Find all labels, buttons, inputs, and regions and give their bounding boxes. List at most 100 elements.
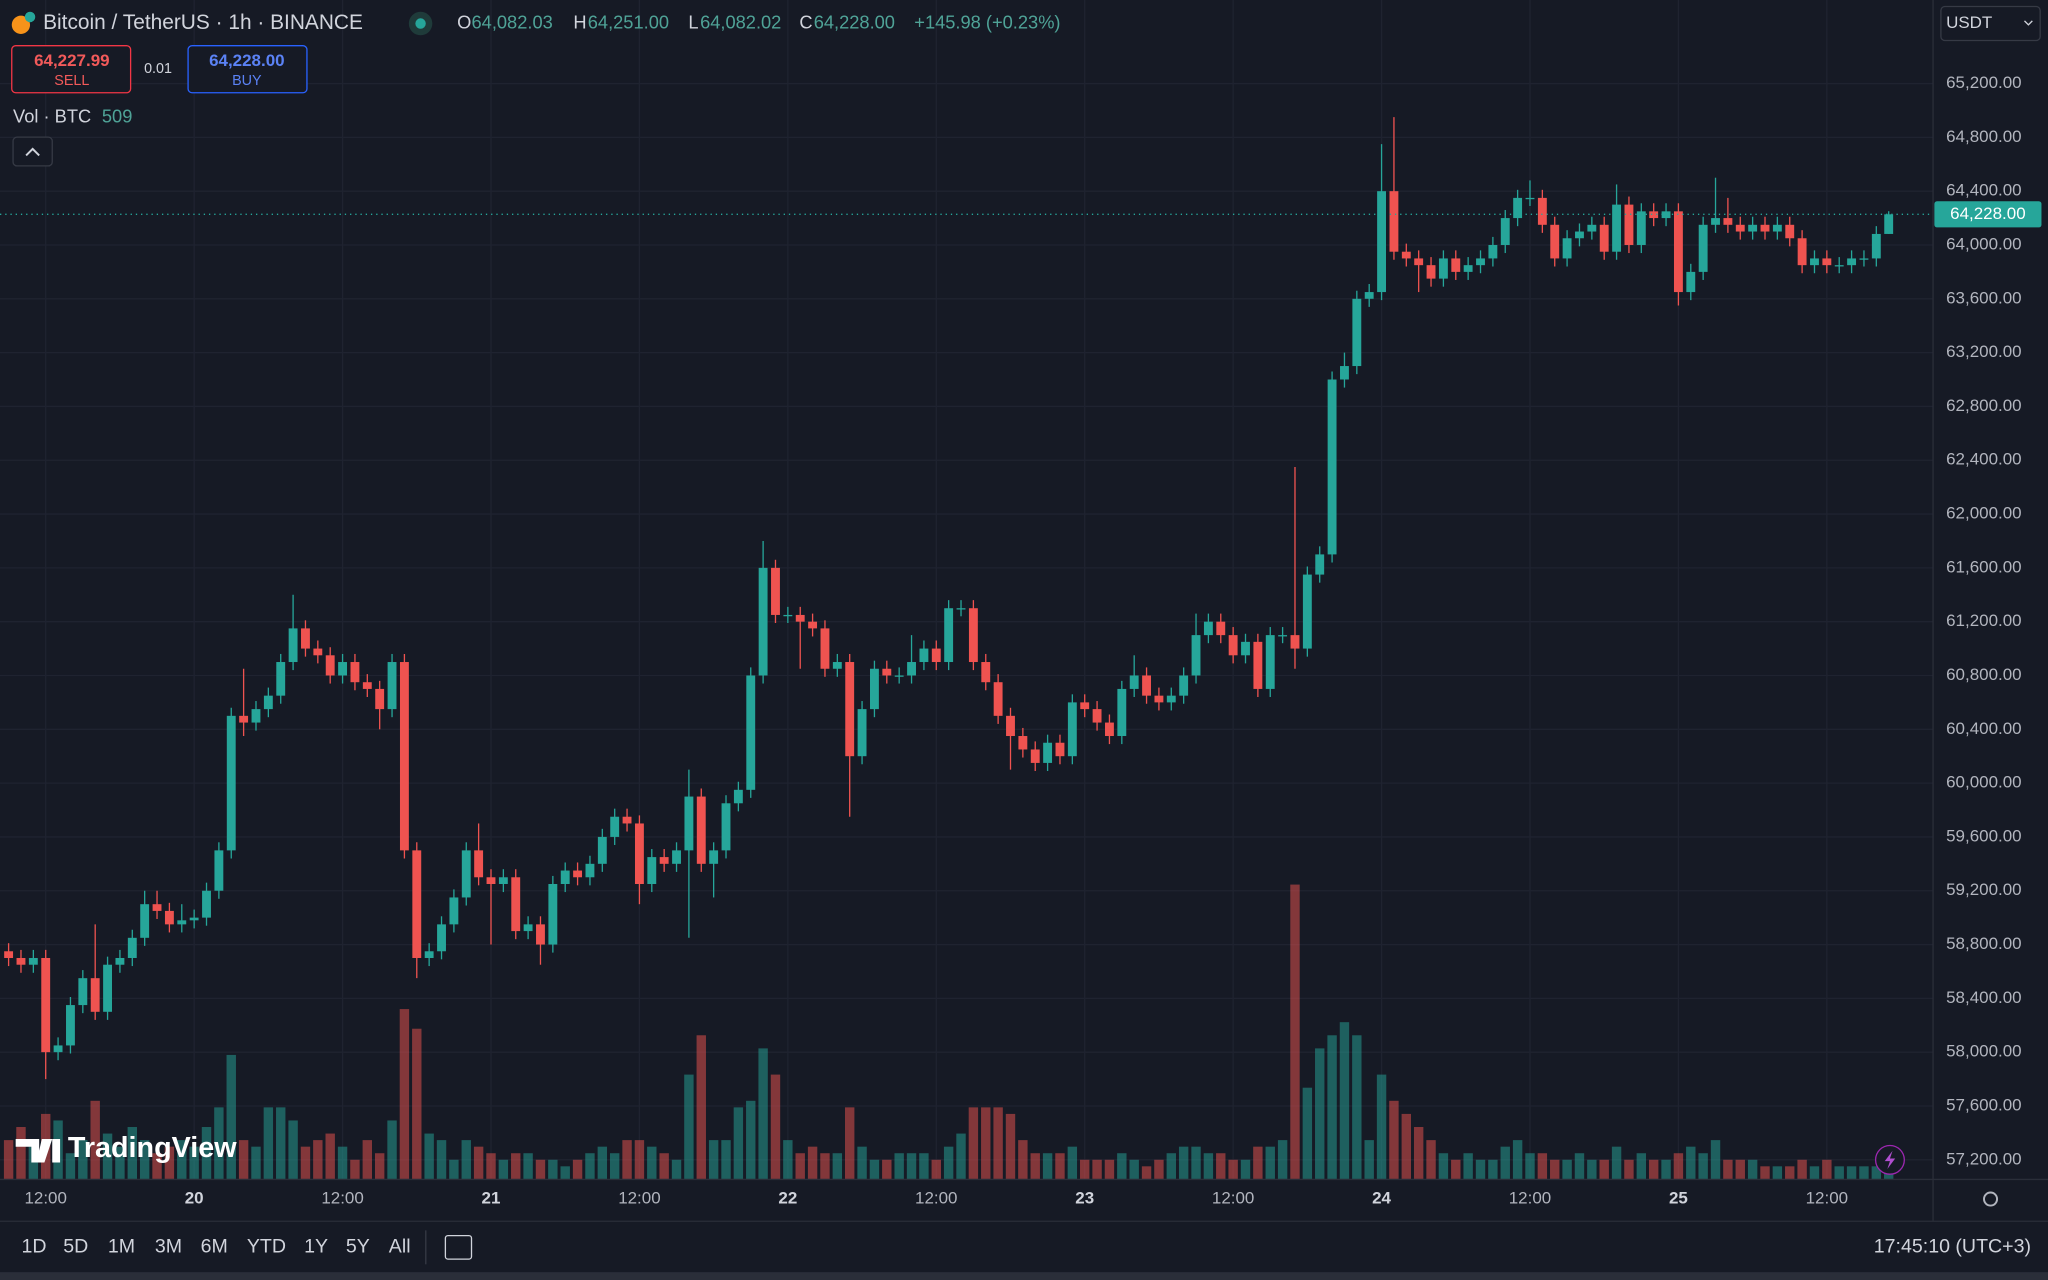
candle-body	[746, 675, 756, 790]
candle-body	[1364, 292, 1374, 299]
volume-bar	[956, 1133, 966, 1180]
volume-bar	[1413, 1127, 1424, 1180]
y-tick-label: 60,800.00	[1946, 665, 2022, 684]
currency-caret	[2024, 20, 2033, 26]
currency-select[interactable]	[1940, 5, 2041, 42]
range-button[interactable]: 5Y	[346, 1236, 370, 1258]
candle-body	[313, 648, 323, 656]
candle-body	[28, 957, 38, 965]
logo[interactable]: TradingView	[68, 1132, 237, 1164]
volume-bar	[1030, 1153, 1040, 1180]
symbol-title[interactable]: Bitcoin / TetherUS · 1h · BINANCE	[43, 11, 363, 34]
range-button[interactable]: 5D	[63, 1236, 88, 1258]
lightning-icon	[1884, 1150, 1896, 1169]
candle-body	[288, 628, 298, 663]
volume-bar	[882, 1159, 892, 1180]
volume-bar	[3, 1140, 14, 1180]
x-tick-label: 22	[778, 1189, 797, 1208]
volume-bar	[708, 1140, 719, 1180]
candle-body	[1797, 238, 1807, 266]
candle-body	[981, 662, 991, 683]
candle-body	[597, 836, 607, 864]
candle-body	[1315, 554, 1325, 575]
volume-bar	[1475, 1159, 1486, 1180]
range-button[interactable]: 6M	[201, 1236, 228, 1258]
candles	[4, 117, 1894, 1080]
candle-body	[1018, 736, 1028, 750]
y-tick-label: 57,600.00	[1946, 1095, 2022, 1114]
volume-bar	[214, 1107, 224, 1180]
candle-body	[1834, 265, 1844, 267]
candle-body	[845, 662, 855, 757]
volume-bar	[1611, 1146, 1622, 1180]
quantity[interactable]: 0.01	[144, 61, 172, 77]
candle-body	[919, 648, 929, 663]
buy-price: 64,228.00	[209, 51, 285, 70]
volume-bar	[1315, 1048, 1325, 1180]
candle-body	[1253, 641, 1263, 689]
volume-bar	[1488, 1159, 1498, 1180]
volume-bar	[609, 1153, 620, 1180]
candle-body	[758, 567, 768, 676]
candle-body	[882, 668, 892, 676]
buy-button[interactable]	[187, 45, 308, 94]
candle-body	[1649, 211, 1659, 219]
bitcoin-icon	[11, 15, 31, 34]
volume-bar	[1871, 1166, 1882, 1180]
range-button[interactable]: All	[389, 1236, 411, 1258]
volume-bar	[1562, 1159, 1572, 1180]
volume-bar	[1327, 1035, 1337, 1180]
candle-body	[399, 662, 409, 851]
volume-bar	[189, 1146, 199, 1180]
volume-bar	[473, 1146, 484, 1180]
volume-bar	[1846, 1166, 1857, 1180]
candle-body	[1822, 258, 1832, 266]
volume-bar	[1228, 1159, 1238, 1180]
settings-icon[interactable]	[1983, 1191, 1999, 1207]
sell-label: SELL	[54, 73, 89, 89]
range-button[interactable]: 1M	[108, 1236, 135, 1258]
candle-body	[1698, 224, 1708, 272]
legend-label: L	[688, 11, 698, 32]
candle-body	[1006, 715, 1015, 737]
volume-bar	[1166, 1153, 1176, 1180]
range-button[interactable]: YTD	[247, 1236, 286, 1258]
volume-value: 509	[102, 105, 132, 126]
clock[interactable]: 17:45:10 (UTC+3)	[1874, 1236, 2031, 1258]
volume-bar	[622, 1140, 632, 1180]
candle-body	[1105, 722, 1114, 737]
candle-body	[437, 924, 446, 952]
date-range-icon[interactable]	[444, 1234, 473, 1260]
volume-bar	[1129, 1159, 1139, 1180]
y-tick-label: 58,400.00	[1946, 988, 2022, 1007]
collapse-button[interactable]	[12, 136, 53, 167]
y-tick-label: 59,600.00	[1946, 826, 2022, 845]
x-tick-label: 23	[1075, 1189, 1094, 1208]
range-button[interactable]: 1Y	[304, 1236, 328, 1258]
candle-body	[1129, 675, 1139, 689]
sell-price: 64,227.99	[34, 51, 110, 70]
volume-bar	[1290, 884, 1300, 1180]
candle-body	[1562, 238, 1572, 259]
candle-body	[189, 917, 199, 921]
volume-bar	[820, 1153, 830, 1180]
range-button[interactable]: 3M	[155, 1236, 182, 1258]
candle-body	[1723, 218, 1733, 225]
volume-bar	[919, 1153, 929, 1180]
candle-body	[66, 1005, 75, 1046]
candle-body	[993, 682, 1003, 716]
volume-bar	[1500, 1146, 1510, 1180]
volume-bar	[1253, 1146, 1263, 1180]
candle-body	[1463, 265, 1473, 272]
range-button[interactable]: 1D	[21, 1236, 46, 1258]
candle-body	[41, 957, 51, 1053]
volume-bar	[1747, 1159, 1758, 1180]
candle-body	[622, 816, 632, 824]
sell-button[interactable]	[11, 45, 132, 94]
volume-bar	[1104, 1159, 1115, 1180]
volume-legend: Vol · BTC	[13, 105, 91, 126]
legend-value: 64,251.00	[588, 11, 669, 32]
volume-bar	[1216, 1153, 1226, 1180]
volume-bar	[548, 1159, 558, 1180]
volume-bar	[1648, 1159, 1659, 1180]
